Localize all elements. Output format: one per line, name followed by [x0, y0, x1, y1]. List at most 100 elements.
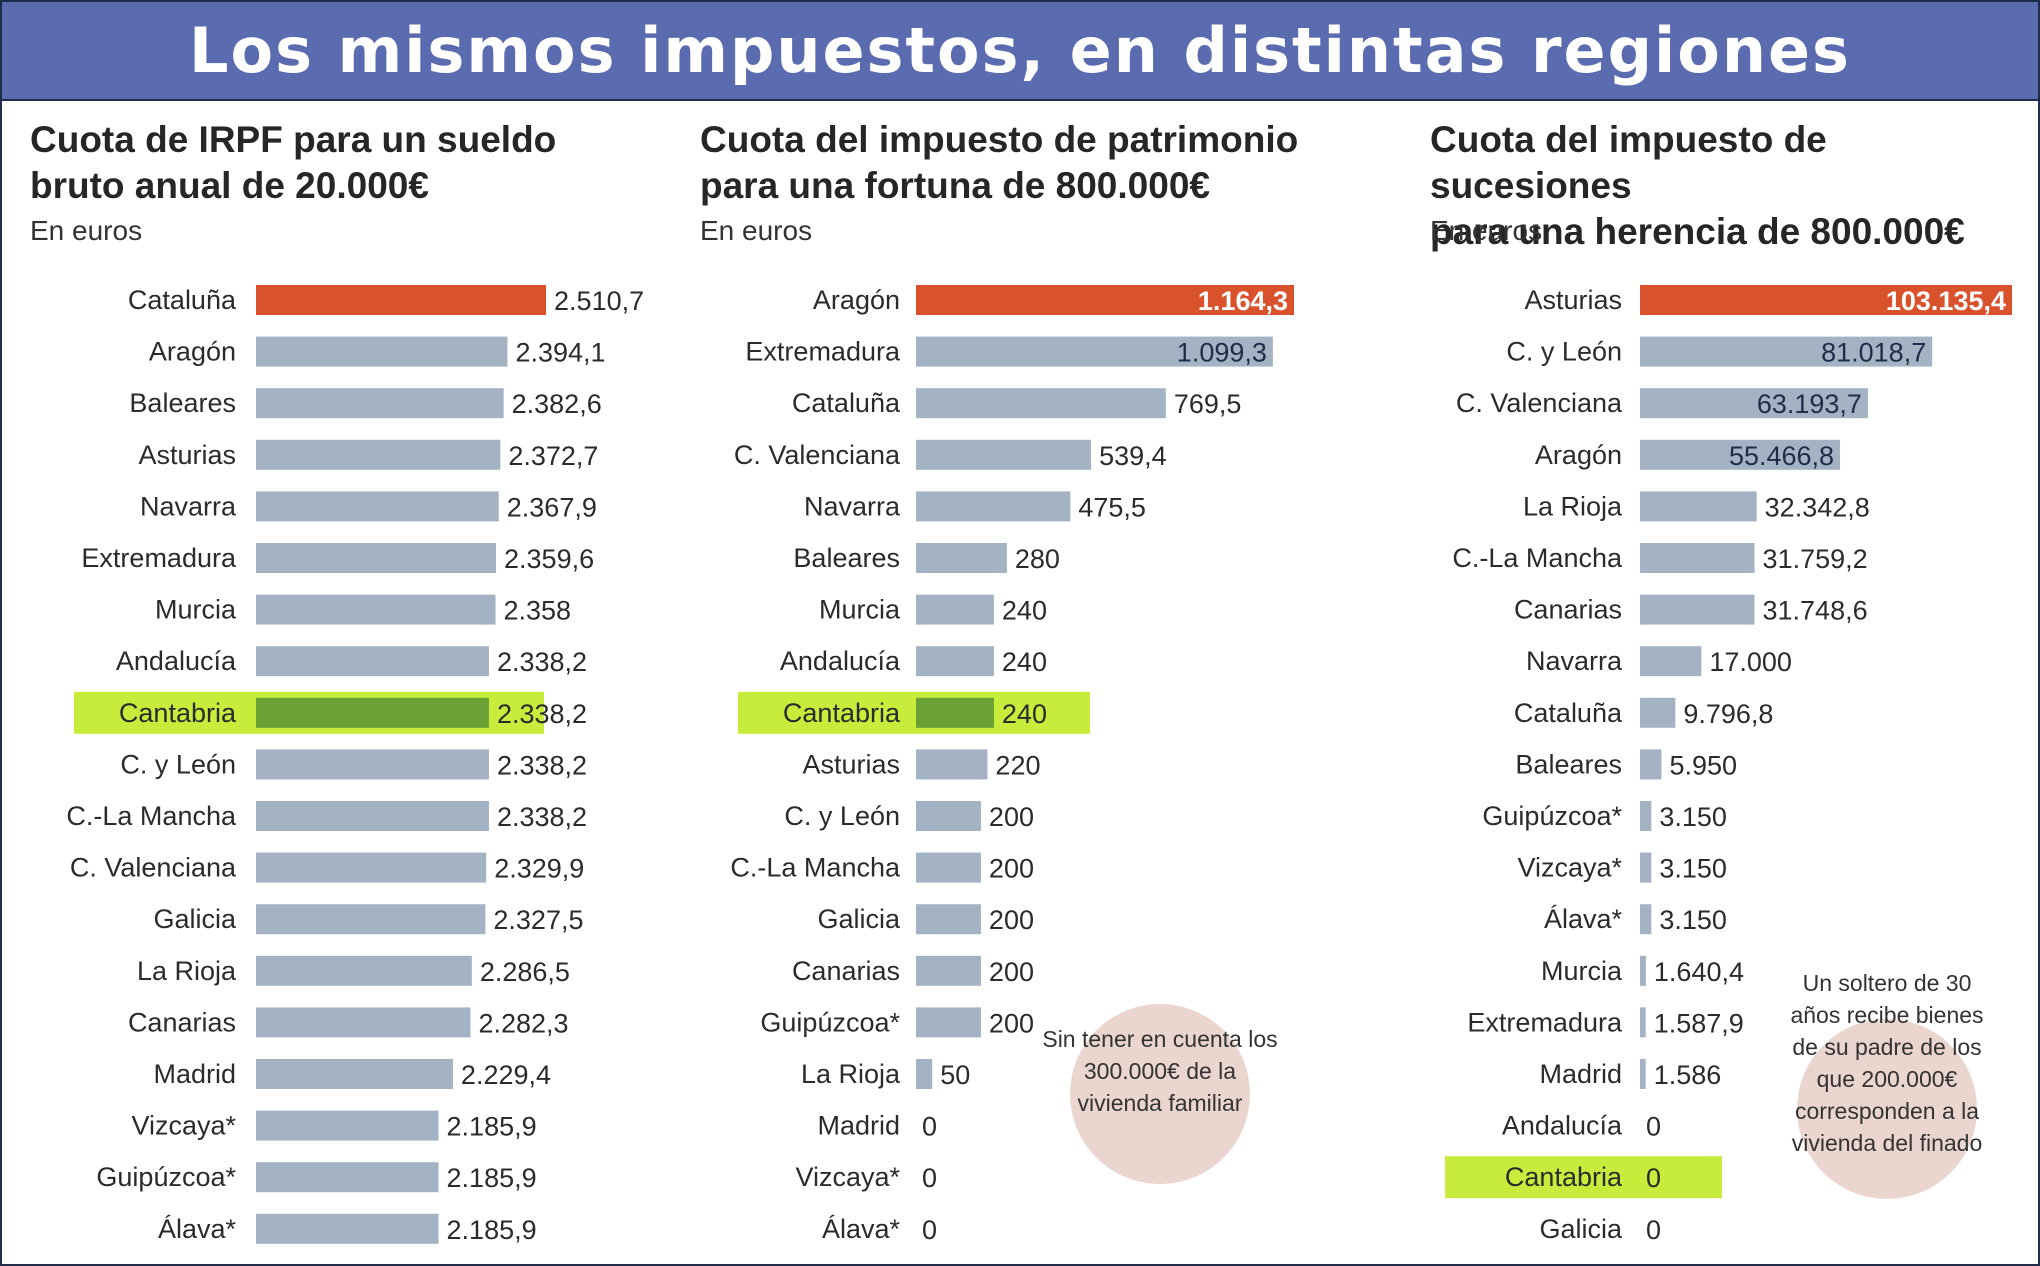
- sucesiones-bar-guipuzcoa: [1640, 801, 1652, 831]
- irpf-value-c-y-leon: 2.338,2: [497, 750, 587, 780]
- irpf-bar-c-valenciana: [256, 852, 487, 883]
- patrimonio-bar-cantabria: [916, 697, 994, 728]
- irpf-bar-andalucia: [256, 646, 489, 677]
- irpf-category-madrid: Madrid: [153, 1059, 236, 1089]
- sucesiones-value-la-rioja: 32.342,8: [1765, 492, 1870, 522]
- sucesiones-category-vizcaya: Vizcaya*: [1517, 853, 1622, 883]
- patrimonio-bar-c-y-leon: [916, 801, 981, 831]
- patrimonio-bar-asturias: [916, 749, 988, 780]
- patrimonio-category-aragon: Aragón: [813, 285, 900, 315]
- sucesiones-category-extremadura: Extremadura: [1467, 1007, 1623, 1037]
- sucesiones-value-galicia: 0: [1646, 1215, 1661, 1245]
- irpf-bar-canarias: [256, 1007, 471, 1038]
- sucesiones-value-navarra: 17.000: [1709, 647, 1792, 677]
- patrimonio-category-c-la-mancha: C.-La Mancha: [730, 853, 901, 883]
- irpf-category-vizcaya: Vizcaya*: [131, 1111, 236, 1141]
- sucesiones-value-madrid: 1.586: [1654, 1060, 1722, 1090]
- irpf-bar-baleares: [256, 388, 504, 419]
- patrimonio-category-andalucia: Andalucía: [780, 646, 901, 676]
- sucesiones-bar-alava: [1640, 904, 1652, 935]
- patrimonio-value-galicia: 200: [989, 905, 1034, 935]
- patrimonio-bar-aragon: [916, 285, 1294, 315]
- sucesiones-category-navarra: Navarra: [1526, 646, 1623, 676]
- sucesiones-bar-baleares: [1640, 749, 1662, 780]
- patrimonio-bar-la-rioja: [916, 1059, 933, 1089]
- sucesiones-unit-label: En euros: [1430, 215, 1543, 246]
- irpf-category-aragon: Aragón: [149, 337, 236, 367]
- patrimonio-value-vizcaya: 0: [922, 1163, 937, 1193]
- patrimonio-value-alava: 0: [922, 1215, 937, 1245]
- patrimonio-bar-c-valenciana: [916, 439, 1092, 470]
- sucesiones-category-guipuzcoa: Guipúzcoa*: [1482, 801, 1622, 831]
- irpf-value-asturias: 2.372,7: [508, 441, 598, 471]
- sucesiones-category-baleares: Baleares: [1515, 749, 1622, 779]
- sucesiones-category-alava: Álava*: [1544, 904, 1623, 934]
- irpf-bar-madrid: [256, 1059, 453, 1089]
- patrimonio-value-guipuzcoa: 200: [989, 1008, 1034, 1038]
- title-banner: Los mismos impuestos, en distintas regio…: [2, 2, 2038, 101]
- sucesiones-category-andalucia: Andalucía: [1502, 1111, 1623, 1141]
- irpf-value-cantabria: 2.338,2: [497, 699, 587, 729]
- sucesiones-value-guipuzcoa: 3.150: [1659, 802, 1727, 832]
- sucesiones-bar-chart: Asturias 103.135,4 C. y León 81.018,7 C. Val…: [1445, 285, 2012, 1245]
- main-title: Los mismos impuestos, en distintas regio…: [189, 14, 1851, 87]
- sucesiones-value-cataluna: 9.796,8: [1683, 699, 1773, 729]
- patrimonio-value-c-la-mancha: 200: [989, 854, 1034, 884]
- irpf-bar-cataluna: [256, 285, 547, 315]
- irpf-value-extremadura: 2.359,6: [504, 544, 594, 574]
- sucesiones-bar-aragon: [1640, 439, 1841, 470]
- irpf-category-c-la-mancha: C.-La Mancha: [66, 801, 237, 831]
- patrimonio-value-c-y-leon: 200: [989, 802, 1034, 832]
- patrimonio-value-aragon: 1.164,3: [1198, 286, 1288, 316]
- irpf-value-vizcaya: 2.185,9: [447, 1112, 537, 1142]
- patrimonio-note: Sin tener en cuenta los 300.000€ de la v…: [1042, 1026, 1278, 1116]
- irpf-bar-vizcaya: [256, 1110, 439, 1141]
- sucesiones-value-c-y-leon: 81.018,7: [1821, 338, 1926, 368]
- sucesiones-bar-c-valenciana: [1640, 388, 1868, 419]
- sucesiones-panel: Cuota del impuesto de sucesiones para un…: [1430, 99, 2030, 1264]
- patrimonio-category-c-valenciana: C. Valenciana: [734, 440, 901, 470]
- sucesiones-value-murcia: 1.640,4: [1654, 957, 1744, 987]
- sucesiones-value-vizcaya: 3.150: [1659, 854, 1727, 884]
- sucesiones-value-baleares: 5.950: [1669, 750, 1737, 780]
- sucesiones-highlight-band: [1445, 1156, 1722, 1199]
- patrimonio-bar-extremadura: [916, 336, 1273, 367]
- irpf-bar-asturias: [256, 439, 501, 470]
- irpf-category-murcia: Murcia: [155, 595, 237, 625]
- patrimonio-bar-cataluna: [916, 388, 1166, 419]
- patrimonio-bar-chart: Aragón 1.164,3 Extremadura 1.099,3 Cataluña 7…: [730, 285, 1294, 1245]
- patrimonio-category-alava: Álava*: [822, 1214, 901, 1244]
- irpf-category-cataluna: Cataluña: [128, 285, 237, 315]
- sucesiones-bar-canarias: [1640, 594, 1755, 625]
- irpf-value-aragon: 2.394,1: [515, 338, 605, 368]
- patrimonio-value-murcia: 240: [1002, 596, 1047, 626]
- sucesiones-note-circle: [1797, 1019, 1977, 1199]
- sucesiones-bar-la-rioja: [1640, 491, 1757, 522]
- patrimonio-category-la-rioja: La Rioja: [801, 1059, 901, 1089]
- sucesiones-bar-asturias: [1640, 285, 2012, 315]
- patrimonio-category-canarias: Canarias: [792, 956, 900, 986]
- irpf-bar-alava: [256, 1213, 439, 1244]
- patrimonio-category-extremadura: Extremadura: [745, 337, 901, 367]
- sucesiones-category-aragon: Aragón: [1535, 440, 1622, 470]
- patrimonio-value-baleares: 280: [1015, 544, 1060, 574]
- irpf-bar-guipuzcoa: [256, 1162, 439, 1193]
- sucesiones-bar-extremadura: [1640, 1007, 1646, 1038]
- irpf-category-la-rioja: La Rioja: [137, 956, 237, 986]
- irpf-bar-extremadura: [256, 543, 497, 573]
- patrimonio-category-murcia: Murcia: [819, 595, 901, 625]
- irpf-value-c-valenciana: 2.329,9: [494, 854, 584, 884]
- patrimonio-bar-andalucia: [916, 646, 994, 677]
- irpf-chart-title: Cuota de IRPF para un sueldo bruto anual…: [30, 119, 557, 206]
- patrimonio-value-andalucia: 240: [1002, 647, 1047, 677]
- sucesiones-value-c-valenciana: 63.193,7: [1757, 389, 1862, 419]
- irpf-bar-c-la-mancha: [256, 801, 489, 831]
- patrimonio-category-guipuzcoa: Guipúzcoa*: [760, 1007, 900, 1037]
- patrimonio-category-galicia: Galicia: [817, 904, 901, 934]
- patrimonio-value-canarias: 200: [989, 957, 1034, 987]
- patrimonio-bar-galicia: [916, 904, 981, 935]
- patrimonio-value-cantabria: 240: [1002, 699, 1047, 729]
- irpf-category-cantabria: Cantabria: [119, 698, 237, 728]
- irpf-bar-aragon: [256, 336, 508, 367]
- irpf-category-andalucia: Andalucía: [116, 646, 237, 676]
